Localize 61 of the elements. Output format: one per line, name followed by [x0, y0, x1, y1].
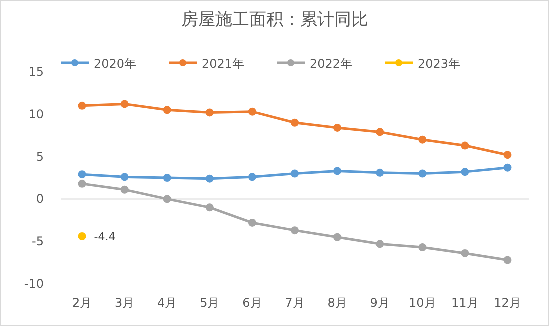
point [248, 218, 256, 227]
point [120, 173, 129, 182]
legend-item: 2023年 [385, 57, 461, 71]
point [120, 100, 129, 108]
y-tick-label: 10 [28, 107, 44, 122]
x-tick-label: 3月 [115, 296, 135, 310]
legend-label: 2022年 [310, 57, 353, 71]
point [291, 170, 299, 178]
point [418, 170, 427, 178]
point [504, 164, 512, 172]
point [418, 136, 427, 144]
legend-item: 2022年 [277, 57, 353, 71]
point [461, 249, 470, 258]
legend-item: 2021年 [169, 57, 245, 71]
point [376, 128, 384, 136]
legend-label: 2023年 [418, 57, 461, 71]
point [418, 244, 427, 252]
point [334, 233, 342, 242]
point [504, 256, 512, 264]
point [334, 167, 342, 176]
point [291, 226, 299, 235]
point [78, 170, 86, 179]
point [206, 174, 214, 183]
chart-title: 房屋施工面积：累计同比 [182, 10, 368, 30]
y-tick-label: 15 [28, 65, 44, 79]
point [206, 204, 214, 212]
point [78, 232, 86, 241]
point [248, 173, 256, 182]
x-tick-label: 8月 [328, 296, 348, 310]
point [334, 124, 342, 132]
legend-item: 2020年 [61, 57, 137, 71]
x-tick-label: 10月 [408, 296, 436, 310]
point [78, 180, 86, 188]
point [376, 168, 384, 177]
y-tick-label: 5 [36, 150, 44, 164]
point [206, 108, 214, 117]
legend-label: 2020年 [94, 57, 137, 71]
x-tick-label: 12月 [494, 296, 522, 310]
legend-label: 2021年 [202, 57, 245, 71]
point [504, 151, 512, 160]
point [163, 106, 172, 114]
y-tick-label: -10 [24, 277, 44, 291]
point [120, 186, 129, 194]
point [78, 102, 86, 110]
y-tick-label: -5 [32, 234, 44, 249]
x-tick-label: 9月 [370, 296, 390, 310]
x-tick-label: 11月 [452, 296, 479, 310]
point [291, 118, 299, 127]
x-tick-label: 5月 [200, 296, 220, 310]
data-label: -4.4 [94, 230, 116, 244]
point [376, 240, 384, 248]
point [163, 195, 172, 204]
point [248, 108, 256, 116]
x-tick-label: 2月 [72, 296, 92, 310]
x-tick-label: 7月 [285, 296, 305, 310]
x-tick-label: 6月 [242, 296, 262, 310]
point [461, 168, 470, 176]
point [163, 174, 172, 182]
x-tick-label: 4月 [158, 296, 178, 310]
y-tick-label: 0 [36, 192, 44, 206]
point [461, 142, 470, 150]
